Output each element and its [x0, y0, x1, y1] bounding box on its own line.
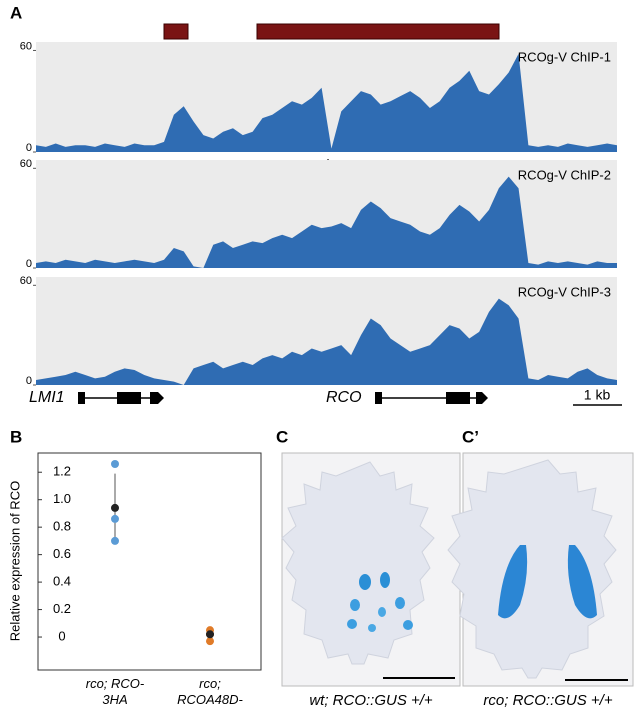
replicate-point [111, 459, 119, 468]
y-tick-label: 0 [26, 258, 32, 270]
mean-point [111, 503, 119, 512]
gene-model [375, 392, 488, 404]
replicate-point [111, 536, 119, 545]
replicate-point [206, 637, 214, 646]
caption: wt; RCO::GUS +/+ [309, 692, 433, 709]
gene-model [78, 392, 164, 404]
panel-label: A [10, 3, 22, 22]
y-axis-label: Relative expression of RCO [7, 481, 22, 641]
y-tick-label: 0.8 [53, 519, 71, 534]
x-tick-label: rco; RCO-3HA [85, 676, 145, 707]
y-tick-label: 1.0 [53, 491, 71, 506]
replicate-point [111, 514, 119, 523]
region-bar [256, 23, 500, 40]
panel-label: B [10, 427, 22, 446]
scale-bar-label: 1 kb [584, 387, 611, 403]
y-tick-label: 0.6 [53, 546, 71, 561]
y-tick-label: 0.2 [53, 601, 71, 616]
coverage-area [36, 176, 617, 268]
region-bar [163, 23, 189, 40]
y-tick-label: 1.2 [53, 464, 71, 479]
mean-point [206, 630, 214, 639]
x-tick-label: rco; RCOA48D-3HA [177, 676, 243, 711]
leaf-image [447, 452, 634, 687]
y-tick-label: 60 [20, 275, 32, 287]
y-tick-label: 0.4 [53, 574, 71, 589]
y-tick-label: 60 [20, 40, 32, 52]
gene-label: RCO [326, 389, 362, 406]
coverage-area [36, 298, 617, 385]
track-label: RCOg-V ChIP-3 [518, 284, 611, 299]
track-label: RCOg-V ChIP-1 [518, 49, 611, 64]
coverage-area [36, 53, 617, 152]
y-tick-label: 0 [26, 375, 32, 387]
plot-frame [37, 452, 262, 671]
panel-label: C’ [462, 427, 479, 446]
panel-label: C [276, 427, 288, 446]
y-tick-label: 60 [20, 158, 32, 170]
caption: rco; RCO::GUS +/+ [483, 692, 612, 709]
gene-label: LMI1 [29, 389, 65, 406]
y-tick-label: 0 [26, 142, 32, 154]
y-tick-label: 0 [58, 628, 65, 643]
leaf-image [281, 452, 461, 687]
track-label: RCOg-V ChIP-2 [518, 167, 611, 182]
